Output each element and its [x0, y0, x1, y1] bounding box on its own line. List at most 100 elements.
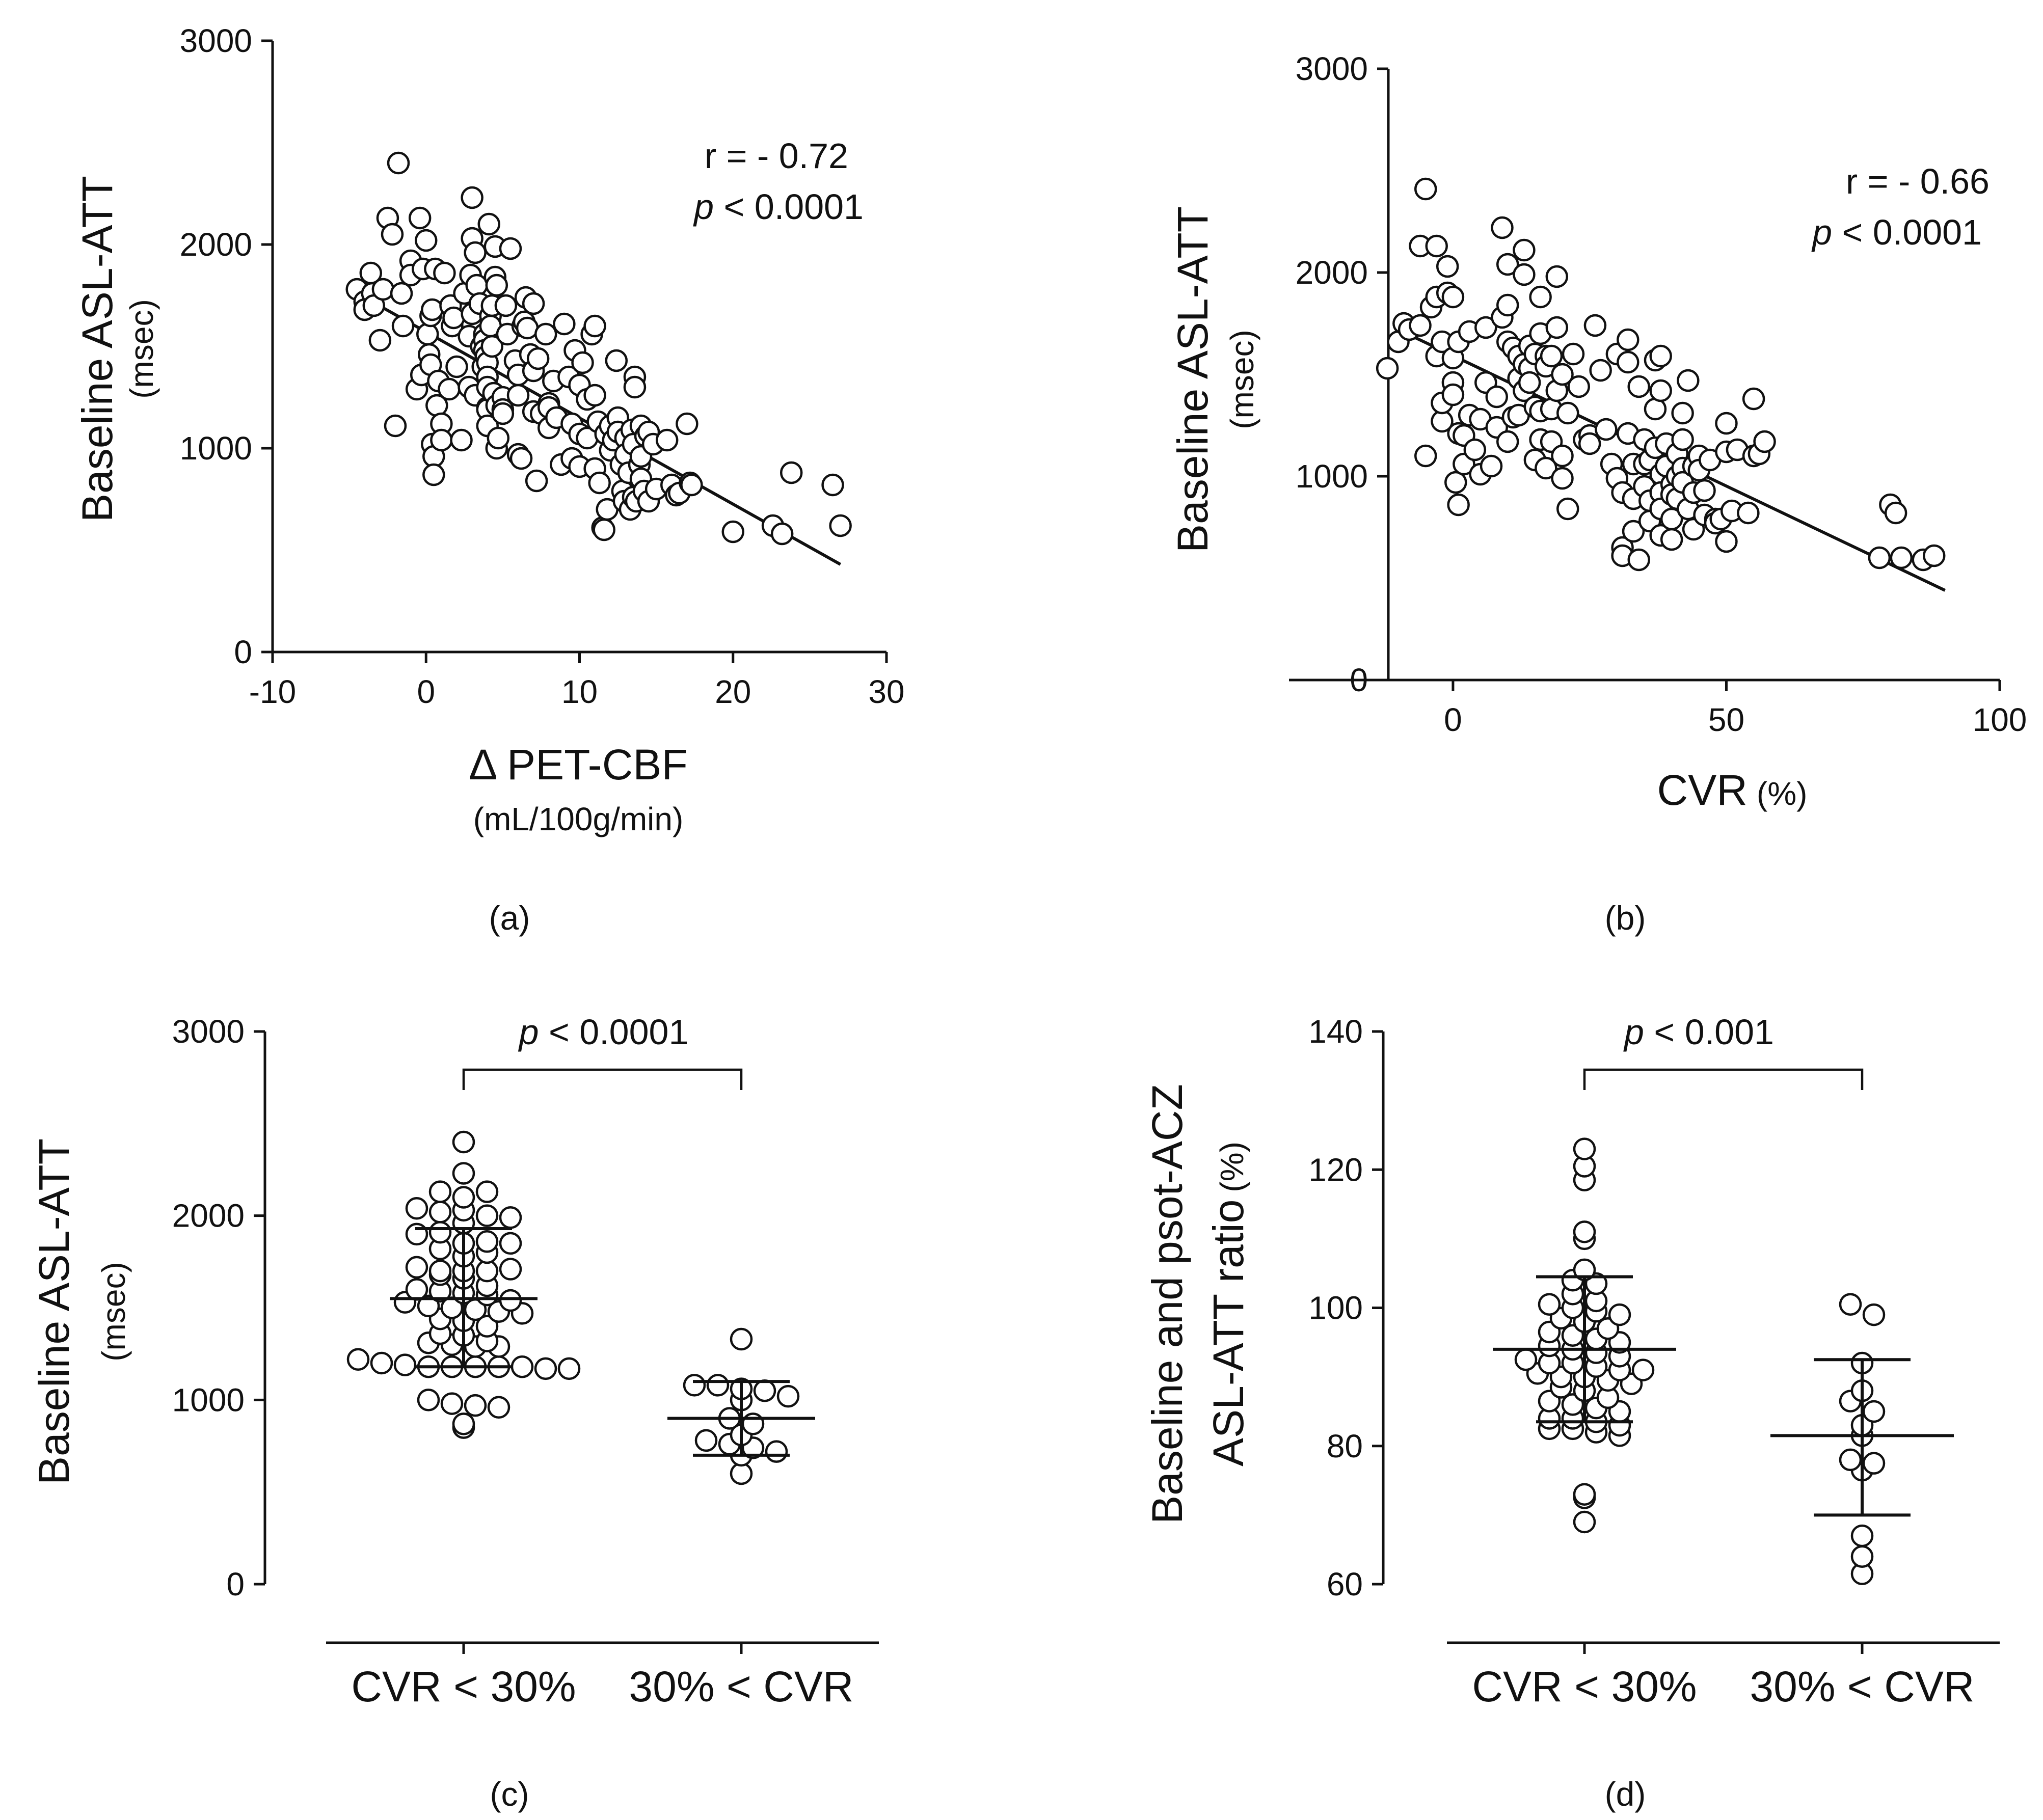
- y-tick-label: 0: [226, 1566, 245, 1602]
- data-point: [387, 151, 410, 175]
- data-point: [433, 261, 456, 285]
- data-point: [390, 282, 413, 305]
- panel-a-x-axis-title: Δ PET-CBF: [469, 741, 688, 789]
- data-point: [1540, 344, 1563, 368]
- data-point: [694, 1429, 718, 1452]
- data-point: [1922, 544, 1946, 567]
- panel-b-p-value: p < 0.0001: [1811, 212, 1982, 252]
- data-point: [1480, 454, 1503, 478]
- data-point: [526, 347, 550, 370]
- y-tick-label: 140: [1308, 1013, 1363, 1050]
- panel-d-y-axis-unit: (%): [1214, 1142, 1250, 1192]
- data-point: [1649, 344, 1672, 368]
- data-point: [416, 322, 439, 346]
- data-point: [1485, 385, 1509, 409]
- data-point: [1529, 285, 1552, 309]
- data-point: [452, 1162, 475, 1185]
- data-point: [1567, 375, 1590, 398]
- category-label: 30% < CVR: [629, 1663, 853, 1710]
- y-tick-label: 1000: [172, 1381, 245, 1418]
- data-point: [1589, 359, 1612, 382]
- data-point: [1556, 497, 1579, 521]
- data-point: [384, 414, 407, 438]
- panel-a-p-symbol: p: [693, 187, 714, 227]
- data-point: [475, 1180, 499, 1203]
- data-point: [1671, 428, 1694, 451]
- data-point: [1474, 316, 1497, 339]
- data-point: [1617, 328, 1639, 351]
- data-point: [1649, 379, 1672, 402]
- y-tick-label: 100: [1308, 1290, 1363, 1326]
- data-point: [1622, 520, 1645, 543]
- panel-a-p-value: p < 0.0001: [693, 187, 864, 227]
- data-point: [583, 314, 606, 338]
- y-tick-label: 3000: [180, 22, 252, 59]
- panel-b-scatter: 0 1000 2000 3000 0 50 100 Baseline ASL-ATT (ms…: [1169, 50, 2027, 937]
- x-tick-label: 50: [1708, 701, 1744, 738]
- data-point: [588, 471, 611, 495]
- panel-a-correlation-r: r = - 0.72: [705, 136, 848, 176]
- x-tick-label: 30: [868, 673, 904, 710]
- data-point: [1409, 314, 1432, 337]
- data-point: [1862, 1452, 1886, 1475]
- data-point: [583, 384, 606, 407]
- data-point: [485, 274, 508, 297]
- data-point: [381, 223, 404, 246]
- data-point: [417, 1389, 440, 1411]
- data-point: [721, 520, 744, 544]
- x-tick-label: 20: [715, 673, 751, 710]
- x-tick-label: 0: [417, 673, 435, 710]
- data-point: [391, 314, 415, 338]
- data-point: [1518, 371, 1541, 394]
- data-point: [1631, 1359, 1655, 1381]
- data-point: [1551, 444, 1574, 468]
- data-point: [475, 1204, 499, 1227]
- data-point: [393, 1353, 417, 1376]
- data-point: [1551, 467, 1574, 490]
- data-point: [1436, 255, 1459, 278]
- significance-bracket: [462, 1068, 743, 1090]
- data-point: [464, 241, 487, 264]
- data-point: [428, 1220, 452, 1244]
- data-point: [1660, 528, 1683, 551]
- panel-d-p-text: < 0.001: [1644, 1012, 1774, 1052]
- data-point: [1538, 1293, 1561, 1316]
- data-point: [765, 1440, 788, 1463]
- data-point: [405, 1256, 428, 1279]
- panel-d-p-value: p < 0.001: [1623, 1012, 1774, 1052]
- data-point: [1671, 401, 1694, 425]
- data-point: [499, 237, 522, 260]
- x-tick-label: 10: [561, 673, 598, 710]
- panel-b-p-symbol: p: [1811, 212, 1832, 252]
- data-point: [475, 1230, 499, 1253]
- data-point: [442, 306, 465, 330]
- data-point: [829, 514, 852, 537]
- data-point: [1514, 1348, 1538, 1371]
- data-point: [452, 1130, 475, 1154]
- data-point: [1441, 285, 1465, 309]
- data-point: [534, 1357, 557, 1380]
- data-point: [1562, 342, 1585, 366]
- data-point: [776, 1384, 800, 1408]
- data-point: [1862, 1400, 1886, 1423]
- data-point: [571, 351, 594, 374]
- data-point: [1583, 314, 1607, 337]
- data-point: [605, 349, 628, 372]
- data-point: [487, 426, 510, 450]
- data-point: [499, 1258, 522, 1281]
- data-point: [405, 1197, 428, 1220]
- panel-c-y-axis-unit: (msec): [95, 1262, 132, 1362]
- y-tick-label: 2000: [172, 1198, 245, 1234]
- panel-d-y-axis-title-line2: ASL-ATT ratio (%): [1204, 1142, 1252, 1466]
- data-point: [1595, 418, 1618, 441]
- data-point: [452, 1412, 475, 1435]
- data-point: [821, 473, 844, 497]
- panel-c-plot-area: 0 1000 2000 3000 CVR < 30% 30% < CVR: [172, 1013, 879, 1710]
- data-point: [370, 1351, 393, 1375]
- data-point: [506, 384, 530, 407]
- panel-c-p-value: p < 0.0001: [518, 1012, 689, 1052]
- data-point: [438, 377, 461, 401]
- y-tick-label: 80: [1327, 1428, 1363, 1464]
